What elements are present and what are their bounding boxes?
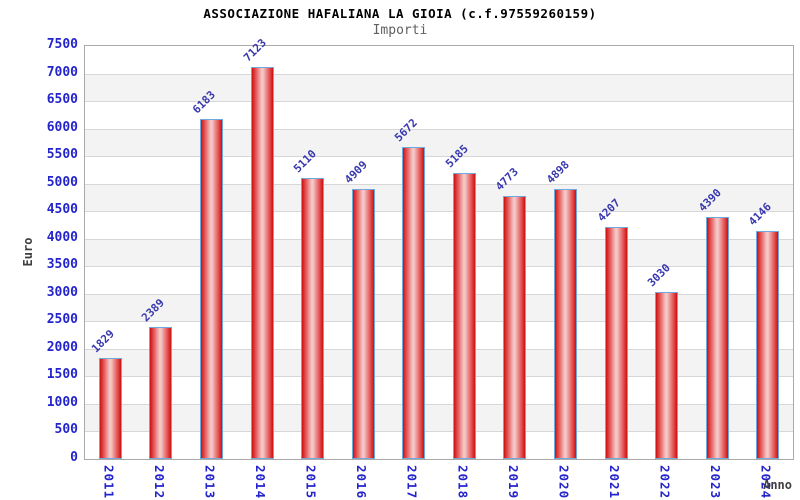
y-tick-label: 4500 <box>46 202 78 218</box>
bar <box>250 66 274 459</box>
bar <box>756 230 780 459</box>
gridline <box>85 321 793 322</box>
y-tick-label: 3500 <box>46 257 78 273</box>
y-tick-label: 3000 <box>46 284 78 300</box>
x-tick-label: 2024 <box>758 465 774 500</box>
gridline <box>85 404 793 405</box>
gridline <box>85 376 793 377</box>
y-tick-label: 0 <box>70 450 78 465</box>
plot-band <box>85 73 793 102</box>
y-tick-label: 5500 <box>46 147 78 163</box>
gridline <box>85 211 793 212</box>
bar <box>301 177 325 459</box>
chart-subtitle: Importi <box>372 23 428 38</box>
plot-band <box>85 128 793 157</box>
plot-band <box>85 293 793 322</box>
y-tick-label: 4000 <box>46 229 78 245</box>
x-tick-label: 2021 <box>607 465 622 500</box>
bar <box>705 217 729 459</box>
bar <box>503 196 527 459</box>
x-tick-label: 2019 <box>505 465 521 500</box>
plot-band <box>85 403 793 432</box>
gridline <box>85 74 793 75</box>
plot-band <box>85 266 793 294</box>
plot-band <box>85 348 793 377</box>
gridline <box>85 349 793 350</box>
y-tick-label: 2500 <box>46 312 78 328</box>
y-tick-label: 6000 <box>46 119 78 135</box>
x-tick-label: 2023 <box>708 465 724 500</box>
bar <box>402 146 426 459</box>
x-tick-label: 2012 <box>151 465 167 500</box>
gridline <box>85 101 793 102</box>
x-tick-label: 2020 <box>556 465 572 500</box>
x-tick-label: 2017 <box>404 465 420 500</box>
gridline <box>85 266 793 267</box>
y-tick-label: 1000 <box>46 394 78 410</box>
x-tick-label: 2011 <box>101 465 117 500</box>
plot-band <box>85 238 793 267</box>
x-tick-label: 2015 <box>303 465 319 500</box>
y-tick-label: 2000 <box>46 339 78 355</box>
gridline <box>85 239 793 240</box>
plot-band <box>85 431 793 459</box>
plot-band <box>85 156 793 184</box>
gridline <box>85 184 793 185</box>
bar <box>351 188 375 459</box>
bar <box>655 292 679 459</box>
gridline <box>85 156 793 157</box>
plot-band <box>85 321 793 349</box>
x-tick-label: 2013 <box>202 465 218 500</box>
bar <box>604 227 628 459</box>
x-tick-label: 2022 <box>657 465 673 500</box>
chart-title: ASSOCIAZIONE HAFALIANA LA GIOIA (c.f.975… <box>203 6 597 21</box>
bar <box>98 358 122 459</box>
bar <box>452 173 476 459</box>
gridline <box>85 431 793 432</box>
y-tick-label: 7500 <box>46 37 78 52</box>
gridline <box>85 294 793 295</box>
plot-band <box>85 46 793 74</box>
x-tick-label: 2018 <box>455 465 471 500</box>
plot-band <box>85 183 793 212</box>
bar <box>149 327 173 459</box>
bar <box>199 118 223 459</box>
y-tick-label: 6500 <box>46 92 78 108</box>
plot-area: 1829 2389 6183 7123 5110 4909 5672 5185 4773 4898… <box>84 36 794 460</box>
gridline <box>85 129 793 130</box>
x-tick-label: 2016 <box>354 465 370 500</box>
bar <box>553 189 577 459</box>
plot-band <box>85 376 793 404</box>
y-tick-label: 500 <box>54 422 78 438</box>
y-tick-label: 1500 <box>46 367 78 383</box>
y-tick-label: 5000 <box>46 174 78 190</box>
y-tick-label: 7000 <box>46 64 78 80</box>
plot-band <box>85 211 793 239</box>
x-tick-label: 2014 <box>253 465 268 500</box>
x-axis-title: Anno <box>763 478 792 492</box>
